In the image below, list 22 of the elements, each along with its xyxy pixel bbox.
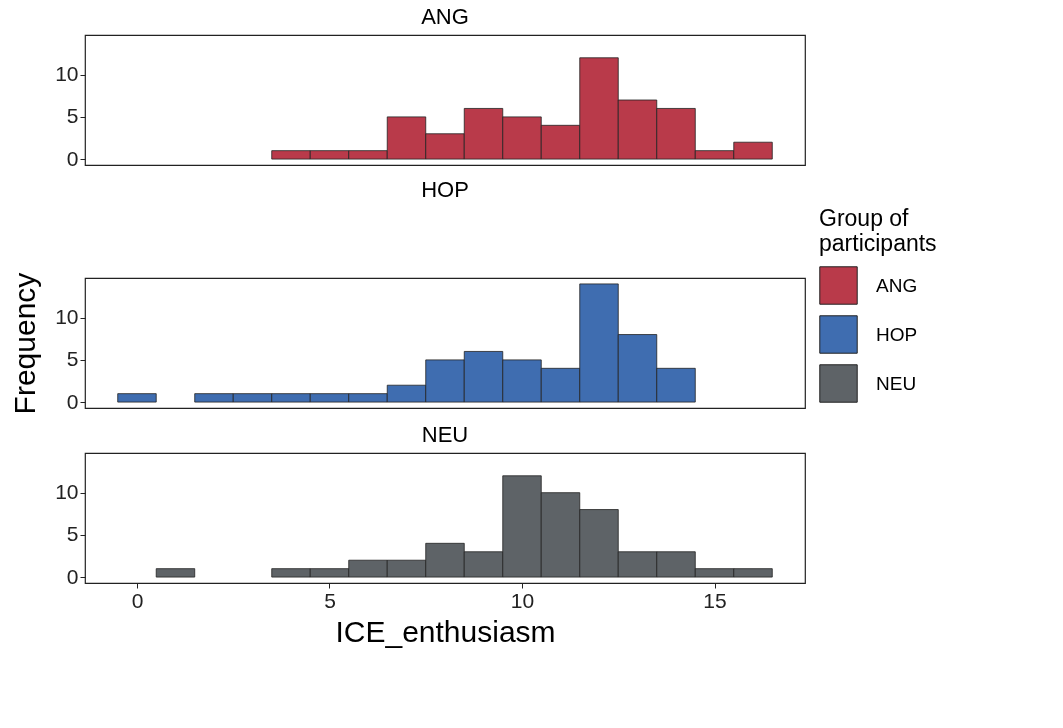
x-tick-label: 0	[131, 588, 144, 612]
y-tick-label: 10	[55, 62, 79, 86]
legend-label: NEU	[876, 372, 917, 394]
y-tick-label: 5	[66, 104, 79, 128]
legend-label: HOP	[876, 323, 918, 345]
y-tick-label: 0	[66, 564, 79, 588]
y-tick-label: 0	[66, 146, 79, 170]
chart-title: NEU	[421, 422, 469, 447]
x-axis-title: ICE_enthusiasm	[335, 614, 556, 648]
y-tick-label: 10	[55, 480, 79, 504]
y-tick-label: 0	[66, 389, 79, 413]
x-tick-label: 15	[703, 588, 727, 612]
x-tick-label: 10	[510, 588, 535, 612]
y-tick-label: 5	[66, 347, 79, 371]
chart-title: ANG	[421, 4, 469, 29]
legend-title: Group of participants	[819, 205, 937, 256]
y-axis-title: Frequency	[8, 272, 42, 415]
y-tick-label: 5	[66, 522, 79, 546]
chart-title: HOP	[421, 177, 469, 202]
x-tick-label: 5	[324, 588, 336, 612]
y-tick-label: 10	[55, 305, 79, 329]
legend-label: ANG	[876, 274, 918, 296]
